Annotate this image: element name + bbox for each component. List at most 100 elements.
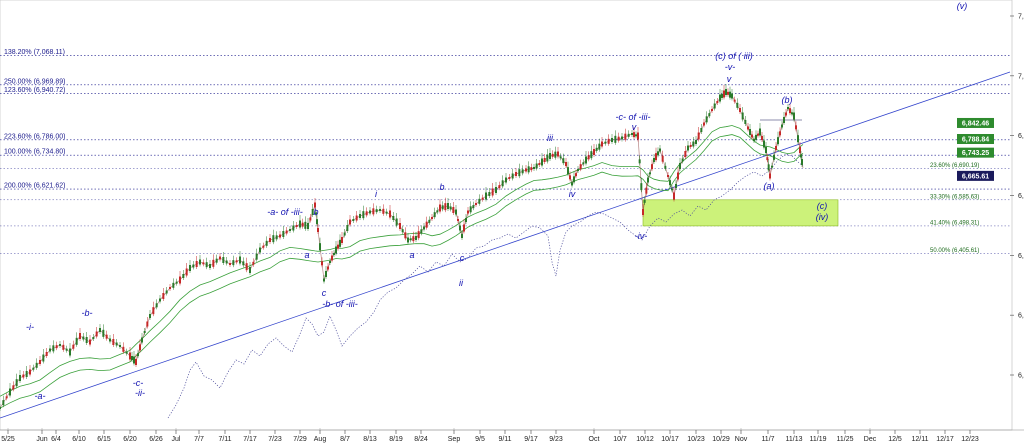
x-tick-label: 6/4 [51, 436, 61, 443]
candle [146, 321, 149, 327]
candle [739, 108, 741, 112]
candle [439, 204, 441, 212]
wave-label: b [439, 182, 444, 192]
candle [538, 163, 541, 165]
candle [314, 202, 316, 208]
y-tick-label: 6,600 [1018, 193, 1024, 200]
candle [321, 261, 323, 266]
candle [82, 336, 85, 340]
candle [557, 151, 559, 157]
candle [317, 228, 319, 232]
candle [415, 236, 417, 240]
candle [169, 287, 171, 289]
candle [565, 162, 567, 166]
candle [495, 187, 497, 193]
candle [115, 342, 118, 346]
candle [533, 167, 535, 169]
candle [102, 329, 105, 337]
candle [99, 328, 101, 332]
fib-level-label: 250.00% (6,969.89) [4, 78, 66, 85]
candle [604, 141, 607, 144]
candle [635, 134, 637, 137]
price-tag [957, 117, 994, 128]
zone-label-iv: (iv) [816, 212, 829, 222]
candle [659, 148, 661, 152]
candle [461, 234, 463, 238]
candle [501, 180, 504, 187]
wave-label: b [313, 207, 318, 217]
candle [508, 177, 511, 179]
candle [598, 143, 601, 150]
candle [595, 147, 598, 151]
candle [225, 260, 228, 264]
x-tick-label: Oct [589, 436, 600, 443]
candle [457, 219, 459, 221]
candle [729, 91, 731, 98]
wave-label: (c) of ( iii) [715, 51, 753, 61]
candle [767, 164, 770, 171]
candle [773, 154, 775, 160]
candle [375, 209, 378, 213]
candle [562, 158, 565, 164]
zone-label-c: (c) [817, 201, 828, 211]
candle [463, 224, 465, 232]
candle [372, 208, 375, 215]
wave-label: v [632, 122, 637, 132]
wave-label: -c- of -iii- [616, 112, 651, 122]
candle [316, 219, 318, 225]
x-tick-label: 9/11 [498, 436, 511, 443]
candle [637, 132, 639, 140]
x-tick-label: Jul [172, 436, 181, 443]
candle [498, 185, 501, 189]
candle [721, 94, 723, 98]
candle [349, 219, 351, 225]
candle [32, 367, 35, 370]
candle [582, 162, 585, 165]
fib-level-label: 200.00% (6,621.62) [4, 183, 66, 190]
candle [159, 298, 161, 302]
candle [521, 169, 524, 174]
candle [165, 290, 168, 294]
candle [315, 212, 317, 215]
moving-average [0, 134, 804, 409]
candle [285, 230, 288, 234]
x-tick-label: Aug [314, 436, 327, 443]
wave-label: i [375, 189, 378, 199]
candle [567, 167, 569, 175]
candle [744, 120, 747, 124]
candle [75, 337, 78, 345]
candle [640, 183, 643, 191]
wave-label: (a) [764, 181, 775, 191]
candle [125, 351, 128, 354]
candle [235, 260, 238, 263]
candle [700, 128, 703, 132]
x-tick-label: 10/7 [613, 436, 627, 443]
y-tick-label: 7,200 [1018, 14, 1024, 21]
retracement-label: 41.40% (6,498.31) [930, 220, 979, 226]
candle [346, 225, 349, 231]
candle [485, 192, 487, 200]
candle [703, 122, 705, 126]
candle [404, 232, 407, 239]
candle [763, 140, 765, 148]
x-tick-label: 9/23 [549, 436, 563, 443]
candle [481, 197, 484, 200]
candle [661, 155, 664, 162]
candle [141, 337, 143, 343]
candle [736, 102, 739, 108]
price-tag [957, 170, 994, 181]
candle [731, 93, 733, 99]
candle [112, 339, 115, 345]
candle [245, 263, 248, 271]
wave-label: ii [459, 278, 464, 288]
candle [791, 112, 793, 115]
candle [109, 338, 111, 342]
candle [431, 217, 433, 219]
candle [69, 348, 71, 356]
candle [137, 353, 139, 357]
wave-label: a [304, 250, 309, 260]
candle [627, 133, 630, 137]
candle [412, 236, 415, 242]
candle [59, 344, 61, 346]
